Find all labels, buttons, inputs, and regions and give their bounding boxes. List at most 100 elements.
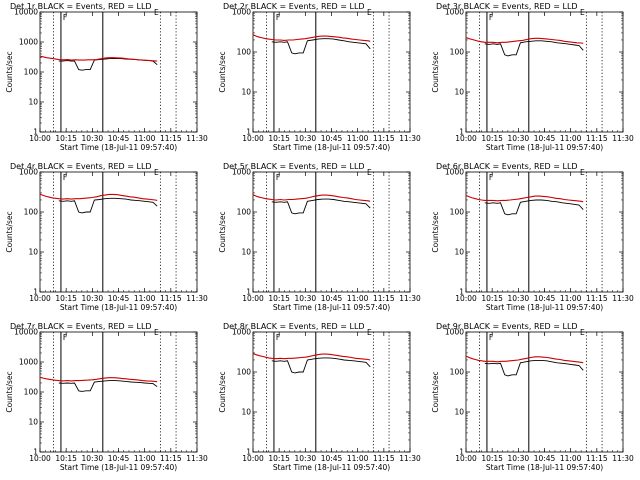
plot-frame xyxy=(39,171,198,293)
y-axis-label: Counts/sec xyxy=(5,211,14,252)
marker-label: F xyxy=(63,13,67,22)
chart-panel: Det 4r BLACK = Events, RED = LLD 1 10 100 10… xyxy=(0,160,213,320)
events-series-line xyxy=(58,197,158,214)
x-tick-label: 10:00 xyxy=(242,294,264,303)
x-axis-label: Start Time (18-Jul-11 09:57:40) xyxy=(486,463,603,472)
y-axis-label: Counts/sec xyxy=(5,51,14,92)
y-tick-label: 1 xyxy=(459,288,464,297)
y-tick-label: 100 xyxy=(450,208,465,217)
x-tick-label: 11:15 xyxy=(160,134,182,143)
x-tick-label: 10:15 xyxy=(55,454,77,463)
plot-frame xyxy=(465,331,624,453)
lld-series-line xyxy=(39,55,158,62)
events-series-line xyxy=(271,357,371,374)
marker-label: E xyxy=(580,168,585,177)
chart-svg: Det 3r BLACK = Events, RED = LLD 1 10 100 10… xyxy=(431,2,634,152)
x-tick-label: 11:15 xyxy=(373,134,395,143)
chart-title: Det 3r BLACK = Events, RED = LLD xyxy=(436,2,578,11)
y-tick-label: 100 xyxy=(237,368,252,377)
y-tick-label: 10 xyxy=(454,248,464,257)
x-tick-label: 10:30 xyxy=(82,454,104,463)
x-tick-label: 10:15 xyxy=(55,294,77,303)
x-tick-label: 10:00 xyxy=(242,454,264,463)
chart-panel: Det 6r BLACK = Events, RED = LLD 1 10 100 10… xyxy=(426,160,639,320)
x-tick-label: 10:45 xyxy=(108,454,130,463)
chart-panel: Det 2r BLACK = Events, RED = LLD 1 10 100 10… xyxy=(213,0,426,160)
x-tick-label: 10:30 xyxy=(508,454,530,463)
x-tick-label: 11:30 xyxy=(612,294,634,303)
chart-svg: Det 4r BLACK = Events, RED = LLD 1 10 100 10… xyxy=(5,162,208,312)
lld-series-line xyxy=(465,355,584,364)
chart-svg: Det 1r BLACK = Events, RED = LLD 1 10 100 10… xyxy=(5,2,208,152)
chart-panel: Det 9r BLACK = Events, RED = LLD 1 10 100 10… xyxy=(426,320,639,480)
y-tick-label: 100 xyxy=(237,48,252,57)
x-tick-label: 10:45 xyxy=(108,294,130,303)
x-axis-label: Start Time (18-Jul-11 09:57:40) xyxy=(273,463,390,472)
chart-svg: Det 6r BLACK = Events, RED = LLD 1 10 100 10… xyxy=(431,162,634,312)
events-series-line xyxy=(271,38,371,55)
marker-label: F xyxy=(276,333,280,342)
plot-frame xyxy=(252,11,411,133)
chart-panel: Det 7r BLACK = Events, RED = LLD 1 10 100 10… xyxy=(0,320,213,480)
y-tick-label: 10000 xyxy=(14,328,38,337)
x-tick-label: 10:00 xyxy=(29,134,51,143)
y-axis-label: Counts/sec xyxy=(5,371,14,412)
x-tick-label: 10:15 xyxy=(481,454,503,463)
chart-panel: Det 8r BLACK = Events, RED = LLD 1 10 100 10… xyxy=(213,320,426,480)
x-tick-label: 10:30 xyxy=(82,294,104,303)
x-tick-label: 11:30 xyxy=(186,134,208,143)
y-tick-label: 100 xyxy=(24,68,39,77)
y-tick-label: 10 xyxy=(454,88,464,97)
y-axis-label: Counts/sec xyxy=(218,51,227,92)
x-tick-label: 10:45 xyxy=(534,294,556,303)
x-tick-label: 11:00 xyxy=(560,134,582,143)
x-tick-label: 11:15 xyxy=(586,134,608,143)
events-series-line xyxy=(484,359,584,377)
x-tick-label: 11:00 xyxy=(347,134,369,143)
x-tick-label: 10:45 xyxy=(108,134,130,143)
y-tick-label: 100 xyxy=(237,208,252,217)
x-tick-label: 11:30 xyxy=(399,294,421,303)
events-series-line xyxy=(484,40,584,57)
y-tick-label: 1 xyxy=(33,448,38,457)
y-tick-label: 1000 xyxy=(445,8,464,17)
x-tick-label: 11:15 xyxy=(373,294,395,303)
chart-svg: Det 7r BLACK = Events, RED = LLD 1 10 100 10… xyxy=(5,322,208,472)
y-tick-label: 1 xyxy=(246,128,251,137)
x-tick-label: 11:30 xyxy=(612,134,634,143)
y-tick-label: 100 xyxy=(450,48,465,57)
lld-series-line xyxy=(39,193,158,201)
x-tick-label: 11:15 xyxy=(160,454,182,463)
marker-label: F xyxy=(63,173,67,182)
x-tick-label: 10:00 xyxy=(455,294,477,303)
y-tick-label: 1000 xyxy=(232,328,251,337)
y-tick-label: 1000 xyxy=(19,168,38,177)
marker-label: F xyxy=(489,333,493,342)
plot-frame xyxy=(252,171,411,293)
chart-title: Det 8r BLACK = Events, RED = LLD xyxy=(223,322,365,331)
events-series-line xyxy=(484,199,584,216)
events-series-line xyxy=(271,198,371,215)
x-axis-label: Start Time (18-Jul-11 09:57:40) xyxy=(273,303,390,312)
x-axis-label: Start Time (18-Jul-11 09:57:40) xyxy=(60,143,177,152)
chart-svg: Det 8r BLACK = Events, RED = LLD 1 10 100 10… xyxy=(218,322,421,472)
y-axis-label: Counts/sec xyxy=(431,51,440,92)
y-tick-label: 100 xyxy=(24,388,39,397)
y-tick-label: 100 xyxy=(450,368,465,377)
marker-label: E xyxy=(154,8,159,17)
chart-panel: Det 5r BLACK = Events, RED = LLD 1 10 100 10… xyxy=(213,160,426,320)
x-tick-label: 10:45 xyxy=(534,454,556,463)
x-tick-label: 10:30 xyxy=(82,134,104,143)
y-tick-label: 1 xyxy=(459,448,464,457)
y-tick-label: 1 xyxy=(33,128,38,137)
x-tick-label: 10:00 xyxy=(455,134,477,143)
x-tick-label: 10:45 xyxy=(534,134,556,143)
x-tick-label: 10:00 xyxy=(242,134,264,143)
x-tick-label: 10:30 xyxy=(295,454,317,463)
y-tick-label: 1000 xyxy=(232,8,251,17)
y-tick-label: 1 xyxy=(33,288,38,297)
x-tick-label: 11:30 xyxy=(186,454,208,463)
y-tick-label: 1000 xyxy=(19,358,38,367)
marker-label: E xyxy=(154,328,159,337)
chart-svg: Det 9r BLACK = Events, RED = LLD 1 10 100 10… xyxy=(431,322,634,472)
